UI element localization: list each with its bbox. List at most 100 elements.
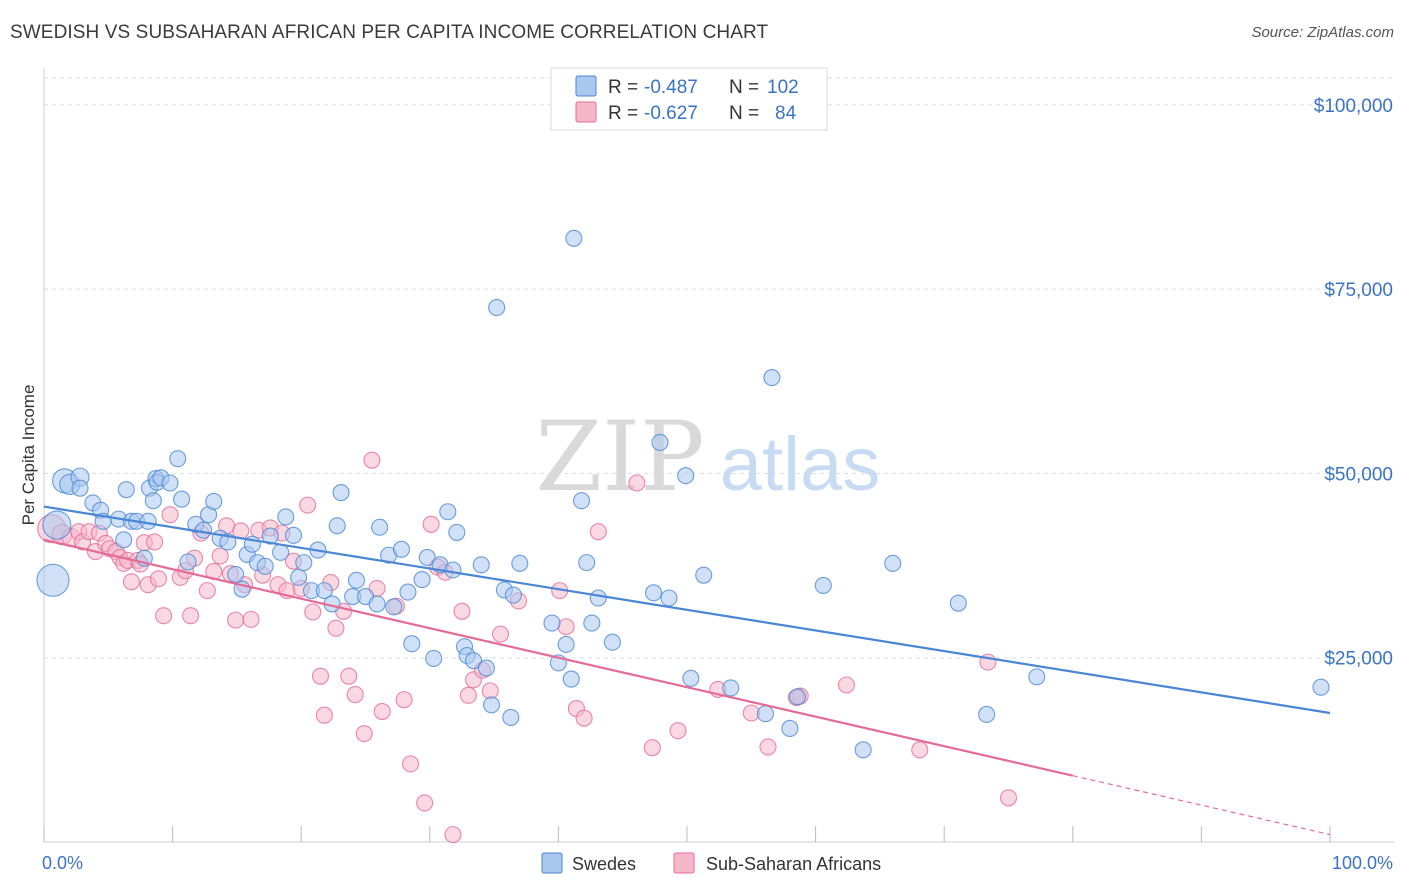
swedes-point-36	[256, 557, 274, 575]
y-axis-ticks: $25,000 $50,000 $75,000 $100,000	[1314, 96, 1393, 670]
subsaharan-point-62	[422, 515, 440, 533]
swedes-point-104	[651, 433, 669, 452]
subsaharan-point-88	[742, 704, 760, 722]
swedes-point-90	[682, 669, 700, 687]
legend-n-label-2: N =	[729, 103, 759, 124]
swedes-point-86	[603, 633, 621, 651]
y-tick-label-0: $25,000	[1324, 649, 1393, 670]
bottom-legend-label-swedes: Swedes	[572, 854, 636, 874]
bottom-legend: Swedes Sub-Saharan Africans	[541, 852, 881, 874]
swedes-point-48	[332, 484, 350, 502]
grid-lines	[44, 77, 1394, 659]
swedes-point-97	[814, 576, 832, 595]
source-label: Source: ZipAtlas.com	[1251, 24, 1394, 41]
x-tick-label-1: 100.0%	[1332, 853, 1393, 873]
swedes-point-23	[173, 490, 191, 508]
swedes-point-83	[578, 554, 596, 572]
swedes-point-53	[371, 518, 389, 536]
subsaharan-point-79	[643, 739, 661, 757]
subsaharan-point-33	[227, 611, 245, 629]
swedes-point-11	[117, 481, 135, 499]
trend-line-0	[43, 505, 1331, 715]
swedes-point-47	[328, 517, 346, 535]
swedes-point-40	[284, 526, 303, 544]
trend-line-1	[43, 538, 1074, 777]
swedes-point-60	[418, 548, 436, 567]
subsaharan-point-53	[346, 686, 364, 704]
subsaharan-point-19	[146, 533, 164, 551]
legend-r-value-1: -0.487	[644, 77, 698, 98]
subsaharan-point-25	[182, 607, 200, 625]
bottom-legend-swatch-subsaharan	[673, 852, 695, 874]
subsaharan-point-85	[911, 741, 929, 759]
swedes-point-93	[756, 705, 774, 723]
subsaharan-point-84	[837, 676, 856, 694]
swedes-point-100	[949, 594, 967, 612]
swedes-point-55	[385, 598, 403, 616]
series-swedes	[36, 229, 1330, 759]
swedes-point-98	[854, 741, 872, 759]
axes	[43, 68, 1394, 843]
swedes-point-63	[439, 503, 457, 521]
swedes-point-103	[1312, 678, 1330, 696]
subsaharan-point-78	[628, 474, 646, 492]
legend-swatch-swedes	[575, 75, 597, 97]
swedes-point-95	[781, 719, 799, 738]
swedes-point-61	[425, 649, 443, 668]
swedes-point-94	[763, 369, 781, 387]
swedes-point-28	[205, 492, 223, 510]
watermark: ZIP atlas	[535, 401, 880, 513]
subsaharan-point-14	[122, 573, 140, 591]
swedes-point-39	[277, 508, 295, 526]
subsaharan-point-59	[395, 691, 413, 709]
subsaharan-point-74	[557, 618, 575, 636]
swedes-point-17	[144, 492, 162, 510]
bottom-legend-swatch-swedes	[541, 852, 563, 874]
swedes-point-80	[562, 670, 580, 688]
subsaharan-point-55	[363, 451, 381, 469]
subsaharan-point-20	[149, 570, 168, 588]
swedes-point-72	[488, 299, 506, 317]
legend-r-label-1: R =	[608, 77, 638, 98]
swedes-point-76	[511, 554, 529, 572]
swedes-point-82	[572, 492, 591, 510]
swedes-point-64	[444, 561, 462, 579]
swedes-point-5	[71, 479, 89, 497]
swedes-point-88	[660, 589, 678, 607]
subsaharan-point-71	[491, 625, 510, 643]
subsaharan-point-36	[242, 610, 260, 628]
swedes-point-79	[557, 635, 575, 653]
subsaharan-point-48	[315, 706, 333, 724]
subsaharan-point-28	[198, 582, 216, 600]
y-axis-label: Per Capita Income	[19, 385, 38, 526]
swedes-point-69	[472, 556, 490, 574]
subsaharan-point-82	[759, 738, 777, 756]
chart-title: SWEDISH VS SUBSAHARAN AFRICAN PER CAPITA…	[10, 22, 769, 43]
subsaharan-point-66	[453, 602, 471, 620]
subsaharan-point-30	[211, 547, 229, 565]
swedes-point-21	[161, 474, 179, 492]
y-tick-label-1: $50,000	[1324, 464, 1393, 485]
swedes-point-84	[583, 614, 601, 632]
trend-lines	[43, 505, 1331, 836]
swedes-point-45	[315, 582, 333, 600]
trend-line-extension-1	[1072, 775, 1331, 836]
swedes-point-81	[565, 229, 583, 247]
swedes-point-41	[290, 568, 308, 586]
subsaharan-point-65	[444, 826, 462, 844]
bottom-legend-label-subsaharan: Sub-Saharan Africans	[706, 854, 881, 874]
subsaharan-point-60	[401, 755, 420, 773]
swedes-point-10	[115, 531, 133, 549]
subsaharan-point-52	[340, 667, 358, 685]
legend-r-label-2: R =	[608, 103, 638, 124]
swedes-point-50	[347, 571, 366, 589]
series-sub-saharan-africans	[37, 451, 1018, 844]
swedes-point-57	[399, 583, 417, 601]
subsaharan-point-50	[327, 619, 345, 637]
x-tick-label-0: 0.0%	[42, 853, 83, 873]
swedes-point-37	[261, 527, 279, 545]
swedes-point-74	[502, 708, 520, 726]
swedes-point-38	[272, 543, 290, 561]
legend-n-value-2: 84	[775, 103, 797, 124]
